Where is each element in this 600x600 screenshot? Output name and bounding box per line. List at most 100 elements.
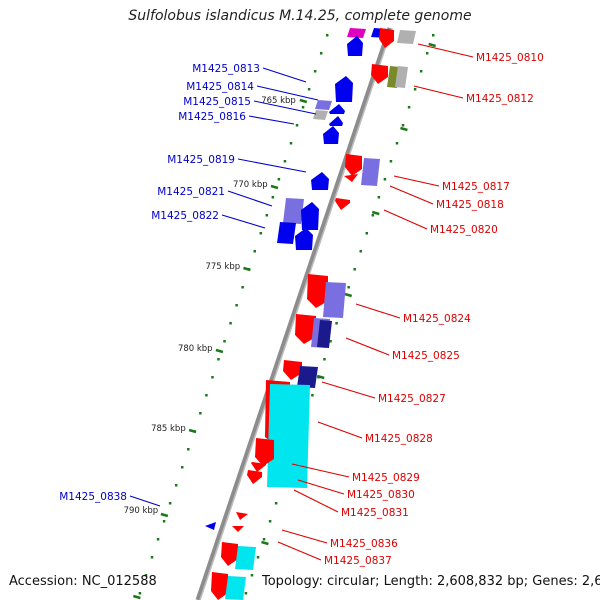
gene-arrow <box>307 274 328 308</box>
forward-gene-label: M1425_0814 <box>186 81 254 93</box>
tick-dot <box>329 340 332 343</box>
genome-backbone <box>195 27 393 600</box>
gene-block <box>395 66 408 88</box>
map-title: Sulfolobus islandicus M.14.25, complete … <box>128 8 472 24</box>
reverse-gene-label: M1425_0829 <box>352 472 420 484</box>
gene-arrow <box>345 154 362 176</box>
gene-arrow <box>379 28 394 48</box>
tick-dot <box>217 358 220 361</box>
gene-arrow <box>371 64 388 84</box>
gene-arrow <box>211 572 228 600</box>
reverse-gene-label: M1425_0831 <box>341 507 409 519</box>
major-tick <box>188 428 197 434</box>
tick-dot <box>347 286 350 289</box>
tick-dot <box>174 484 178 487</box>
major-tick <box>344 292 353 298</box>
scale-label: 780 kbp <box>178 344 213 354</box>
gene-arrow <box>247 470 262 484</box>
tick-dot <box>244 592 248 595</box>
reverse-gene-label: M1425_0818 <box>436 199 504 211</box>
tick-dot <box>150 556 154 559</box>
gene-block <box>397 30 416 44</box>
gene-arrow <box>311 172 329 190</box>
gene-arrow <box>335 198 350 210</box>
gene-labels: M1425_0813 M1425_0814 M1425_0815 M1425_0816… <box>59 52 544 567</box>
tick-dot <box>180 466 184 469</box>
scale-label: 765 kbp <box>261 96 296 106</box>
tick-dot <box>205 394 208 397</box>
tick-dot <box>235 304 238 307</box>
gene-arrow <box>347 36 363 56</box>
forward-gene-label: M1425_0813 <box>192 63 260 75</box>
reverse-leader <box>345 337 390 356</box>
tick-dot <box>259 232 263 235</box>
major-tick <box>132 594 141 600</box>
tick-dot <box>138 592 142 595</box>
tick-dot <box>283 160 287 163</box>
forward-leader <box>237 158 307 173</box>
tick-dot <box>168 502 172 505</box>
gene-arrow <box>255 438 274 466</box>
tick-dot <box>323 358 326 361</box>
gene-arrow <box>323 126 339 144</box>
gene-block <box>225 576 246 600</box>
major-tick <box>316 374 325 380</box>
tick-dot <box>383 178 387 181</box>
reverse-gene-label: M1425_0825 <box>392 350 460 362</box>
gene-arrow <box>295 228 313 250</box>
tick-dot <box>271 196 275 199</box>
gene-block <box>297 366 318 388</box>
major-tick <box>371 210 380 216</box>
reverse-gene-label: M1425_0836 <box>330 538 398 550</box>
tick-dot <box>419 70 423 73</box>
reverse-leader <box>389 185 434 205</box>
gene-arrow <box>329 116 343 126</box>
tick-dot <box>199 412 202 415</box>
scale-label: 790 kbp <box>124 506 159 516</box>
gene-block <box>361 158 380 186</box>
tick-dot <box>295 124 299 127</box>
gene-arrow <box>205 522 216 530</box>
tick-dot <box>407 106 411 109</box>
reverse-leader <box>417 43 474 58</box>
scale-labels: 765 kbp 770 kbp 775 kbp 780 kbp 785 kbp 790 k… <box>124 96 296 516</box>
gene-arrow <box>335 76 353 102</box>
reverse-leader <box>277 541 322 561</box>
tick-dot <box>268 520 272 523</box>
tick-dot <box>274 502 278 505</box>
tick-dot <box>253 250 256 253</box>
forward-gene-label: M1425_0819 <box>167 154 235 166</box>
tick-dot <box>319 52 323 55</box>
forward-leader <box>256 85 319 101</box>
tick-dot <box>365 232 369 235</box>
gene-arrow <box>283 360 302 380</box>
major-tick <box>261 540 269 546</box>
gene-block <box>317 320 332 348</box>
tick-dot <box>277 178 281 181</box>
gene-arrow <box>221 542 238 566</box>
forward-leader <box>227 190 273 207</box>
forward-leader <box>248 115 295 125</box>
reverse-gene-label: M1425_0828 <box>365 433 433 445</box>
gene-block <box>235 546 256 570</box>
forward-leader <box>253 100 317 115</box>
tick-dot <box>223 340 226 343</box>
reverse-leader <box>297 479 345 495</box>
gene-block <box>277 222 296 244</box>
gene-block <box>313 110 328 120</box>
tick-dot <box>389 160 393 163</box>
tick-dot <box>413 88 417 91</box>
major-tick <box>215 348 224 354</box>
forward-gene-label: M1425_0822 <box>151 210 219 222</box>
scale-label: 775 kbp <box>205 262 240 272</box>
tick-dot <box>335 322 338 325</box>
gene-arrow <box>251 462 266 472</box>
tick-dot <box>289 142 293 145</box>
tick-dot <box>401 124 405 127</box>
major-tick <box>243 266 251 272</box>
reverse-leader <box>317 421 363 439</box>
major-tick <box>299 98 308 104</box>
gene-block <box>347 28 366 38</box>
